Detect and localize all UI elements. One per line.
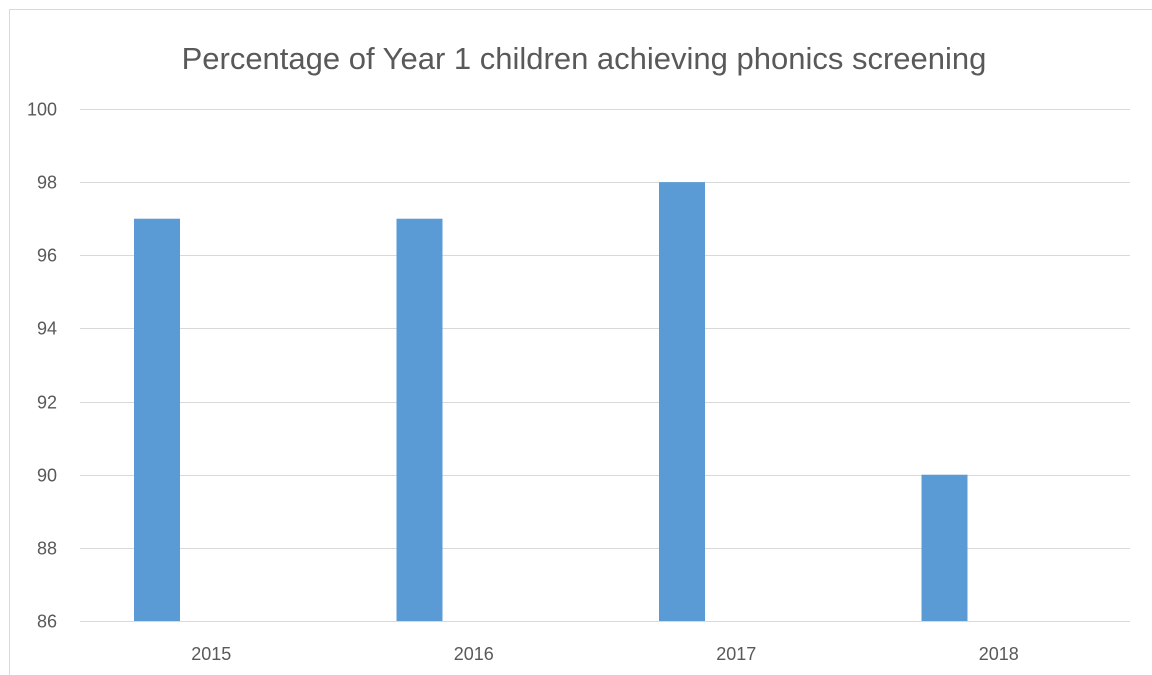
chart-title: Percentage of Year 1 children achieving … <box>182 41 987 76</box>
y-tick-label: 100 <box>27 100 57 120</box>
y-axis-ticks: 86 88 90 92 94 96 98 100 <box>27 100 57 632</box>
x-tick-label: 2018 <box>979 644 1019 664</box>
y-tick-label: 86 <box>37 612 57 632</box>
bar-2017 <box>659 182 705 621</box>
bars <box>134 182 968 621</box>
bar-2018 <box>921 474 968 621</box>
y-tick-label: 94 <box>37 319 57 339</box>
x-tick-label: 2017 <box>716 644 756 664</box>
y-tick-label: 96 <box>37 246 57 266</box>
gridlines <box>80 109 1130 622</box>
x-axis-ticks: 2015 2016 2017 2018 <box>191 644 1019 664</box>
y-tick-label: 98 <box>37 173 57 193</box>
bar-2015 <box>134 218 180 621</box>
y-tick-label: 88 <box>37 539 57 559</box>
y-tick-label: 90 <box>37 466 57 486</box>
x-tick-label: 2016 <box>454 644 494 664</box>
y-tick-label: 92 <box>37 393 57 413</box>
x-tick-label: 2015 <box>191 644 231 664</box>
bar-2016 <box>396 218 443 621</box>
